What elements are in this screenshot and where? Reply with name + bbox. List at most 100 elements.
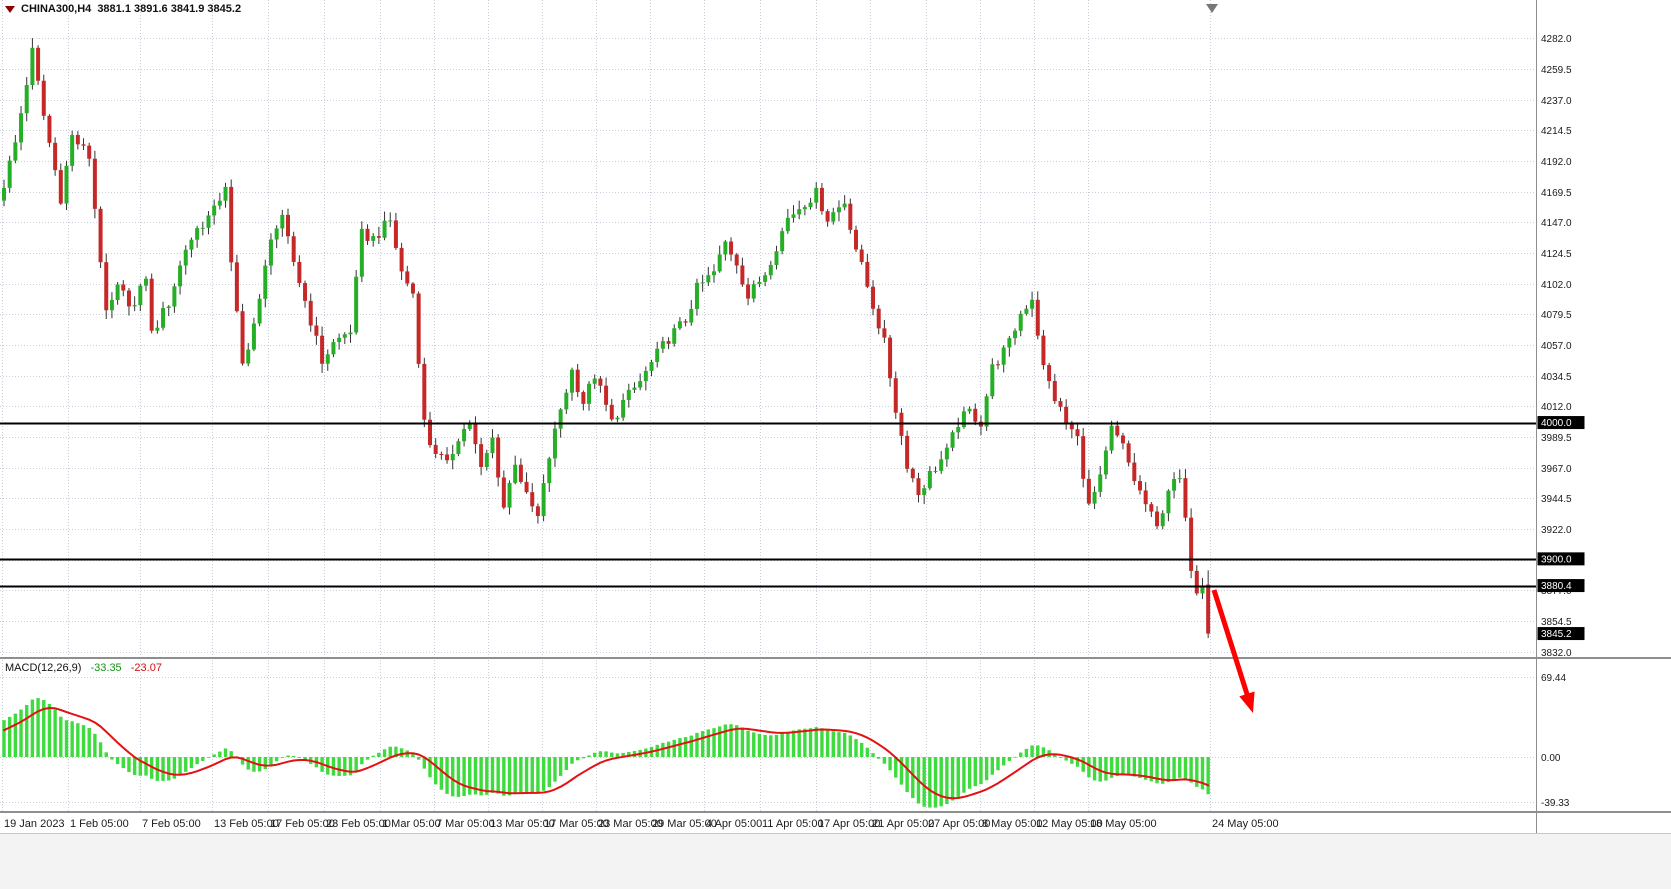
candle-bullish bbox=[155, 327, 160, 331]
candle-bearish bbox=[1189, 517, 1194, 571]
macd-histogram-bar bbox=[1149, 757, 1154, 782]
macd-histogram-bar bbox=[990, 757, 995, 775]
candle-bearish bbox=[1155, 511, 1160, 527]
candle-bearish bbox=[581, 392, 586, 404]
trend-arrow-head[interactable] bbox=[1239, 691, 1255, 713]
macd-histogram-bar bbox=[485, 757, 489, 795]
candle-bearish bbox=[1132, 462, 1137, 482]
candle-bullish bbox=[1177, 478, 1182, 480]
chart-title: CHINA300,H4 3881.1 3891.6 3841.9 3845.2 bbox=[5, 3, 241, 15]
macd-histogram-bar bbox=[780, 733, 784, 757]
candle-bearish bbox=[240, 311, 245, 364]
macd-histogram-bar bbox=[524, 757, 529, 793]
candle-bullish bbox=[456, 441, 461, 455]
macd-histogram-bar bbox=[348, 757, 353, 776]
price-tick-label: 4057.0 bbox=[1541, 341, 1572, 352]
candle-bearish bbox=[1115, 425, 1120, 436]
macd-tick-label: -39.33 bbox=[1541, 798, 1570, 809]
macd-histogram-bar bbox=[343, 757, 347, 776]
macd-histogram-bar bbox=[1064, 757, 1068, 761]
macd-histogram-bar bbox=[462, 757, 466, 797]
macd-histogram-bar bbox=[433, 757, 438, 785]
candle-bearish bbox=[1126, 443, 1131, 463]
macd-histogram-bar bbox=[1030, 745, 1034, 757]
trend-arrow[interactable] bbox=[1211, 589, 1255, 713]
candle-bullish bbox=[342, 334, 347, 338]
macd-histogram-bar bbox=[666, 741, 671, 757]
macd-histogram-bar bbox=[541, 757, 546, 791]
candle-bearish bbox=[501, 477, 506, 508]
candle-bullish bbox=[797, 209, 802, 215]
macd-histogram-bar bbox=[519, 757, 523, 793]
macd-histogram-bar bbox=[678, 738, 682, 757]
candle-bullish bbox=[246, 349, 251, 364]
candle-bearish bbox=[303, 283, 308, 301]
candle-bullish bbox=[984, 396, 989, 427]
candle-bearish bbox=[291, 236, 296, 262]
time-axis-label: 18 May 05:00 bbox=[1090, 818, 1157, 830]
candle-bullish bbox=[382, 220, 387, 238]
candle-bearish bbox=[149, 278, 154, 331]
pane-separator-top[interactable] bbox=[0, 657, 1671, 659]
macd-histogram-bar bbox=[996, 757, 1000, 771]
time-axis-label: 7 Feb 05:00 bbox=[142, 818, 201, 830]
time-axis-label: 4 Apr 05:00 bbox=[706, 818, 762, 830]
candle-bullish bbox=[757, 281, 762, 285]
candle-bullish bbox=[2, 187, 6, 201]
grid-layer: 4282.0 4259.5 4237.0 4214.5 4192.0 4169.5 4147… bbox=[0, 0, 1572, 830]
candle-bullish bbox=[626, 389, 631, 400]
trend-arrow-shaft[interactable] bbox=[1211, 589, 1251, 700]
symbol-dropdown-icon[interactable] bbox=[5, 5, 15, 13]
macd-histogram-bar bbox=[490, 757, 495, 793]
candle-bearish bbox=[1052, 381, 1057, 402]
macd-histogram-bar bbox=[252, 757, 256, 772]
price-tick-label: 3854.5 bbox=[1541, 617, 1572, 628]
macd-histogram-bar bbox=[627, 751, 631, 757]
macd-histogram-bar bbox=[689, 735, 693, 757]
pane-separator-bottom[interactable] bbox=[0, 811, 1671, 813]
candle-bullish bbox=[933, 470, 938, 472]
price-tick-label: 3944.5 bbox=[1541, 494, 1572, 505]
candle-bearish bbox=[1081, 436, 1086, 479]
candle-bearish bbox=[854, 229, 858, 250]
candle-bullish bbox=[660, 341, 665, 349]
candle-bullish bbox=[450, 454, 455, 461]
chart-shift-marker[interactable] bbox=[1206, 4, 1218, 13]
candle-bearish bbox=[535, 506, 540, 516]
macd-histogram-bar bbox=[428, 757, 432, 778]
macd-histogram-bar bbox=[1104, 757, 1108, 781]
candle-bullish bbox=[615, 417, 620, 420]
candle-bullish bbox=[217, 200, 222, 206]
candle-bearish bbox=[683, 321, 688, 323]
candle-bullish bbox=[643, 370, 648, 382]
candle-bullish bbox=[161, 307, 166, 328]
macd-histogram-bar bbox=[610, 752, 614, 757]
macd-histogram-bar bbox=[479, 757, 483, 796]
macd-histogram-bar bbox=[1155, 757, 1159, 784]
macd-histogram-bar bbox=[507, 757, 512, 796]
candle-bullish bbox=[961, 411, 966, 428]
candle-bearish bbox=[410, 283, 415, 294]
price-tag-label: 3880.4 bbox=[1541, 581, 1572, 592]
macd-histogram-bar bbox=[786, 731, 790, 757]
candle-bearish bbox=[996, 364, 1000, 366]
macd-histogram-bar bbox=[1121, 757, 1125, 776]
candle-bearish bbox=[399, 247, 404, 272]
candle-bearish bbox=[746, 284, 751, 299]
candle-bullish bbox=[592, 378, 597, 384]
macd-histogram-bar bbox=[212, 754, 216, 757]
candle-bearish bbox=[308, 300, 313, 326]
candle-bearish bbox=[910, 468, 915, 479]
macd-histogram-bar bbox=[837, 732, 841, 757]
candle-bullish bbox=[348, 332, 353, 335]
macd-histogram-bar bbox=[1036, 745, 1040, 757]
macd-histogram-bar bbox=[1053, 753, 1057, 757]
candle-bearish bbox=[1064, 406, 1069, 423]
macd-histogram-bar bbox=[274, 757, 279, 762]
macd-histogram-bar bbox=[93, 733, 97, 757]
macd-signal-line bbox=[3, 707, 1210, 800]
macd-histogram-bar bbox=[229, 751, 233, 757]
macd-histogram-bar bbox=[388, 746, 392, 757]
